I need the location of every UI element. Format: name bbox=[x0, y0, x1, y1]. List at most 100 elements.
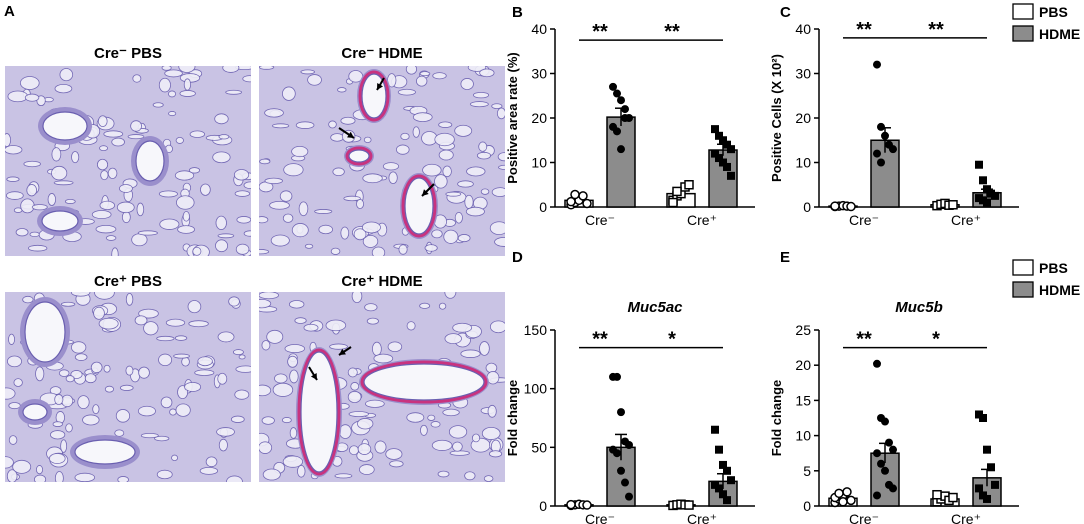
alveolus-space bbox=[5, 145, 23, 155]
alveolus-space bbox=[54, 394, 64, 405]
alveolus-space bbox=[340, 116, 356, 125]
alveolus-space bbox=[289, 427, 298, 439]
data-point bbox=[983, 445, 991, 454]
alveolus-space bbox=[496, 107, 505, 120]
alveolus-space bbox=[479, 68, 495, 78]
histology-title-cre-minus-pbs: Cre⁻ PBS bbox=[94, 45, 162, 62]
alveolus-space bbox=[137, 405, 156, 417]
alveolus-space bbox=[488, 450, 503, 458]
chart-title: Muc5ac bbox=[627, 299, 683, 316]
alveolus-space bbox=[328, 120, 337, 129]
alveolus-space bbox=[350, 382, 360, 391]
alveolus-space bbox=[226, 475, 243, 482]
data-point bbox=[672, 186, 682, 197]
alveolus-space bbox=[8, 435, 18, 445]
alveolus-space bbox=[215, 239, 229, 253]
alveolus-space bbox=[52, 421, 63, 427]
panel-e-label: E bbox=[780, 249, 790, 266]
y-tick-label: 20 bbox=[795, 357, 811, 373]
data-point bbox=[668, 197, 678, 208]
data-point bbox=[975, 484, 983, 493]
data-point bbox=[723, 496, 731, 505]
x-group-label: Cre⁺ bbox=[951, 212, 981, 228]
alveolus-space bbox=[405, 66, 418, 75]
alveolus-space bbox=[330, 247, 341, 255]
alveolus-space bbox=[434, 132, 455, 147]
alveolus-space bbox=[34, 474, 47, 482]
alveolus-space bbox=[282, 455, 304, 468]
data-point bbox=[889, 484, 897, 493]
alveolus-space bbox=[23, 160, 41, 168]
alveolus-space bbox=[225, 89, 243, 95]
alveolus-space bbox=[365, 399, 385, 408]
data-point bbox=[975, 160, 983, 169]
x-group-label: Cre⁺ bbox=[951, 511, 981, 524]
alveolus-space bbox=[480, 188, 490, 195]
legend-label: HDME bbox=[1039, 26, 1080, 42]
alveolus-space bbox=[199, 466, 219, 475]
significance-marker: ** bbox=[928, 19, 944, 41]
alveolus-space bbox=[12, 459, 32, 474]
alveolus-space bbox=[217, 372, 228, 385]
data-point bbox=[983, 185, 991, 194]
alveolus-space bbox=[366, 317, 379, 325]
mucus-stain bbox=[345, 146, 373, 166]
alveolus-space bbox=[427, 414, 436, 421]
alveolus-space bbox=[232, 349, 244, 356]
arrow-head-icon bbox=[347, 131, 354, 138]
alveolus-space bbox=[168, 111, 177, 117]
alveolus-space bbox=[100, 170, 109, 181]
alveolus-space bbox=[59, 68, 74, 82]
data-point bbox=[877, 158, 885, 167]
alveolus-space bbox=[91, 210, 112, 220]
arrow-head-icon bbox=[310, 373, 317, 380]
alveolus-space bbox=[174, 335, 188, 341]
alveolus-space bbox=[188, 320, 209, 328]
alveolus-space bbox=[412, 126, 420, 138]
alveolus-space bbox=[117, 476, 129, 482]
alveolus-space bbox=[282, 86, 296, 101]
airway-lumen bbox=[300, 351, 338, 473]
y-axis-label: Fold change bbox=[505, 380, 520, 457]
data-point bbox=[873, 60, 881, 69]
alveolus-space bbox=[420, 424, 428, 436]
alveolus-space bbox=[235, 243, 250, 255]
legend-swatch bbox=[1012, 259, 1034, 276]
alveolus-space bbox=[304, 243, 314, 249]
data-point bbox=[625, 492, 633, 501]
alveolus-space bbox=[111, 247, 119, 256]
alveolus-space bbox=[303, 323, 319, 332]
data-point bbox=[715, 131, 723, 140]
y-axis-label: Positive area rate (%) bbox=[505, 52, 520, 184]
y-tick-label: 30 bbox=[531, 66, 547, 82]
data-point bbox=[727, 145, 735, 154]
y-tick-label: 5 bbox=[803, 463, 811, 479]
data-point bbox=[979, 414, 987, 422]
alveolus-space bbox=[99, 145, 109, 152]
alveolus-space bbox=[50, 430, 66, 440]
alveolus-space bbox=[189, 130, 206, 138]
alveolus-space bbox=[127, 134, 145, 140]
histology-title-cre-plus-pbs: Cre⁺ PBS bbox=[94, 273, 162, 290]
data-point bbox=[723, 162, 731, 171]
alveolus-space bbox=[353, 228, 367, 241]
alveolus-space bbox=[266, 329, 284, 344]
alveolus-space bbox=[95, 225, 117, 234]
alveolus-space bbox=[498, 164, 505, 170]
alveolus-space bbox=[295, 121, 315, 129]
micrograph-svg bbox=[259, 66, 505, 256]
data-point bbox=[873, 359, 881, 368]
mucus-stain bbox=[297, 348, 341, 476]
alveolus-space bbox=[259, 292, 279, 300]
data-point bbox=[719, 490, 727, 499]
alveolus-space bbox=[94, 292, 115, 300]
alveolus-space bbox=[318, 224, 333, 235]
alveolus-space bbox=[215, 215, 227, 230]
alveolus-space bbox=[156, 335, 175, 342]
alveolus-space bbox=[478, 141, 488, 152]
alveolus-space bbox=[105, 235, 117, 241]
alveolus-space bbox=[357, 443, 372, 455]
alveolus-space bbox=[216, 427, 235, 437]
